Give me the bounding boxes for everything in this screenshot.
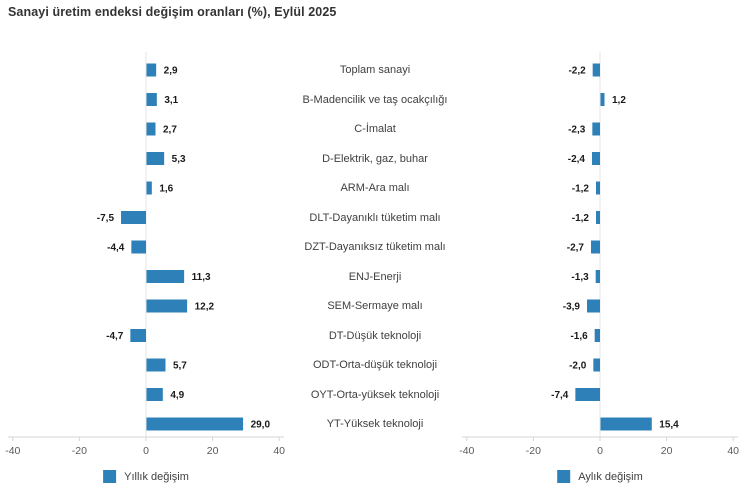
bar bbox=[146, 122, 156, 136]
bar bbox=[587, 299, 600, 313]
bar-value-label: -2,3 bbox=[568, 125, 586, 136]
legend-annual-label: Yıllık değişim bbox=[124, 470, 189, 483]
x-tick-label: -20 bbox=[72, 445, 87, 457]
legend-monthly-label: Aylık değişim bbox=[578, 470, 643, 483]
bar bbox=[596, 181, 600, 195]
category-labels: Toplam sanayi B-Madencilik ve taş ocakçıl… bbox=[288, 0, 462, 492]
page-title: Sanayi üretim endeksi değişim oranları (… bbox=[8, 5, 337, 19]
bar bbox=[131, 240, 146, 254]
x-tick-label: 0 bbox=[143, 445, 149, 457]
bar-value-label: 4,9 bbox=[170, 390, 184, 401]
x-tick-label: -40 bbox=[5, 445, 20, 457]
bar-value-label: -1,3 bbox=[571, 272, 589, 283]
bar-value-label: -4,4 bbox=[107, 243, 125, 254]
bar-value-label: 2,7 bbox=[163, 125, 177, 136]
bar bbox=[146, 93, 157, 106]
category-label: DT-Düşük teknoloji bbox=[328, 329, 422, 342]
bar bbox=[594, 329, 600, 342]
bar bbox=[596, 211, 600, 224]
x-tick-label: 40 bbox=[727, 445, 739, 457]
legend-annual: Yıllık değişim bbox=[103, 470, 189, 483]
x-tick-label: 20 bbox=[207, 445, 219, 457]
legend-monthly-swatch-icon bbox=[557, 470, 571, 483]
bar-value-label: 3,1 bbox=[164, 95, 178, 106]
bar bbox=[575, 388, 600, 401]
legend-monthly: Aylık değişim bbox=[557, 470, 643, 483]
category-label: Toplam sanayi bbox=[339, 64, 411, 76]
monthly-change-chart: -40 -20 0 20 40 -2,2 1,2 -2,3 -2,4 -1,2 -1,2 -2,7 -1… bbox=[459, 52, 739, 457]
bar bbox=[146, 299, 188, 313]
bar-value-label: -2,4 bbox=[568, 154, 586, 165]
bar-value-label: -2,0 bbox=[569, 361, 587, 372]
bar-value-label: -7,5 bbox=[97, 213, 115, 224]
bar-value-label: -3,9 bbox=[563, 302, 581, 313]
x-tick-label: 20 bbox=[661, 445, 673, 457]
annual-change-chart: -40 -20 0 20 40 2,9 3,1 2,7 5,3 1,6 -7,5 -4,4 11,3 12… bbox=[5, 52, 285, 457]
bar-value-label: -2,7 bbox=[567, 243, 585, 254]
bar-value-label: 5,7 bbox=[173, 361, 187, 372]
category-label: B-Madencilik ve taş ocakçılığı bbox=[302, 93, 448, 106]
bar bbox=[592, 63, 600, 77]
category-label: ODT-Orta-düşük teknoloji bbox=[312, 359, 438, 371]
bar-value-label: 12,2 bbox=[195, 302, 215, 313]
x-tick-label: -20 bbox=[526, 445, 541, 457]
bar bbox=[146, 358, 166, 372]
bar-value-label: 15,4 bbox=[659, 420, 679, 431]
bar bbox=[592, 122, 600, 136]
bar bbox=[146, 152, 165, 165]
bar bbox=[146, 63, 157, 77]
legend-annual-swatch-icon bbox=[103, 470, 117, 483]
bar bbox=[146, 270, 185, 283]
bar-value-label: -2,2 bbox=[568, 66, 586, 77]
category-label: D-Elektrik, gaz, buhar bbox=[322, 152, 428, 165]
category-label: ARM-Ara malı bbox=[340, 182, 410, 194]
category-label: YT-Yüksek teknoloji bbox=[326, 418, 424, 430]
category-label: ENJ-Enerji bbox=[348, 270, 402, 283]
bar bbox=[130, 329, 146, 342]
bar bbox=[146, 388, 163, 401]
bar-value-label: -1,2 bbox=[572, 213, 590, 224]
bar bbox=[600, 93, 605, 106]
bar bbox=[591, 240, 600, 254]
category-label: DLT-Dayanıklı tüketim malı bbox=[309, 211, 441, 224]
bar-value-label: 1,2 bbox=[612, 95, 626, 106]
bar-value-label: -4,7 bbox=[106, 331, 124, 342]
bar-value-label: 2,9 bbox=[164, 66, 178, 77]
bar bbox=[146, 181, 152, 195]
category-label: C-İmalat bbox=[354, 123, 396, 135]
bar-value-label: -7,4 bbox=[551, 390, 569, 401]
bar bbox=[146, 417, 244, 431]
bar bbox=[592, 152, 600, 165]
category-label: OYT-Orta-yüksek teknoloji bbox=[310, 388, 440, 401]
x-tick-label: 40 bbox=[273, 445, 285, 457]
bar-value-label: -1,6 bbox=[570, 331, 588, 342]
bar-value-label: 11,3 bbox=[192, 272, 211, 283]
x-tick-label: -40 bbox=[459, 445, 474, 457]
bar bbox=[121, 211, 146, 224]
bar-value-label: 29,0 bbox=[251, 420, 271, 431]
category-label: DZT-Dayanıksız tüketim malı bbox=[304, 241, 446, 253]
bar-value-label: 1,6 bbox=[159, 184, 173, 195]
category-label: SEM-Sermaye malı bbox=[327, 300, 423, 312]
bar-value-label: -1,2 bbox=[572, 184, 590, 195]
bar bbox=[595, 270, 600, 283]
bar bbox=[593, 358, 600, 372]
x-tick-label: 0 bbox=[597, 445, 603, 457]
bar bbox=[600, 417, 652, 431]
bar-value-label: 5,3 bbox=[172, 154, 186, 165]
